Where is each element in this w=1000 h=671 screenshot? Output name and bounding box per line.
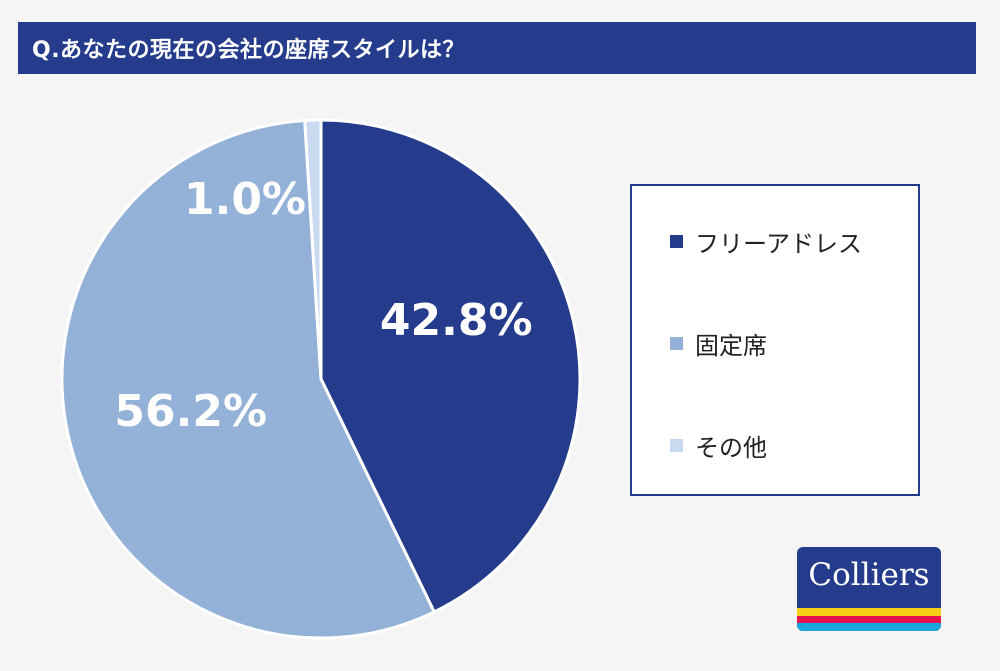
slice-label-fixed-seat: 56.2% [114,386,267,437]
logo-text: Colliers [808,557,930,593]
legend: フリーアドレス 固定席 その他 [630,184,920,496]
logo-stripe-yellow [797,608,941,616]
chart-title: Q.あなたの現在の会社の座席スタイルは？ [32,38,466,63]
logo-stripe-blue [797,623,941,631]
title-bar: Q.あなたの現在の会社の座席スタイルは？ [18,22,976,74]
legend-label-fixed-seat: 固定席 [695,332,767,360]
logo-stripe-red [797,616,941,623]
legend-swatch-fixed-seat [670,337,683,350]
legend-label-other: その他 [695,434,767,462]
legend-item-fixed-seat: 固定席 [670,326,767,361]
slice-label-other: 1.0% [184,174,306,225]
legend-swatch-other [670,439,683,452]
pie-slice-fixed-seat [60,118,437,640]
legend-swatch-free-address [670,235,683,248]
legend-item-other: その他 [670,428,767,463]
legend-item-free-address: フリーアドレス [670,224,862,259]
pie-slice-free-address [319,118,582,614]
pie-slice-other [303,118,323,380]
slice-label-free-address: 42.8% [380,295,533,346]
legend-label-free-address: フリーアドレス [695,230,863,258]
colliers-logo: Colliers [797,547,941,631]
